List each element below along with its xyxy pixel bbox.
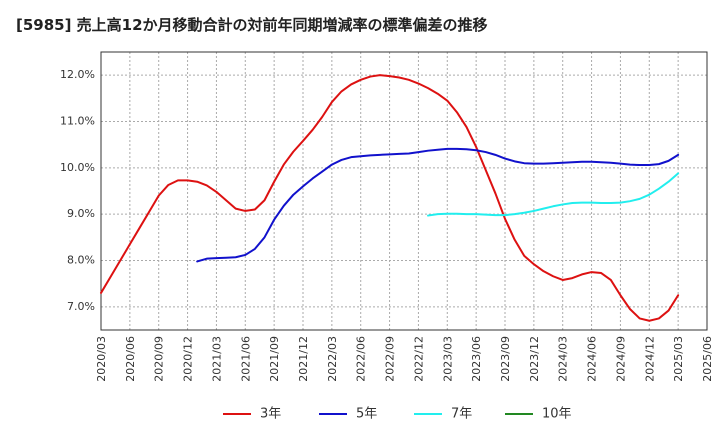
y-tick-label: 9.0% [67,207,95,220]
x-tick-label: 2020/06 [124,336,137,382]
chart-title: [5985] 売上高12か月移動合計の対前年同期増減率の標準偏差の推移 [16,16,488,34]
legend-label-2: 7年 [451,407,472,422]
y-tick-label: 10.0% [60,161,95,174]
x-tick-label: 2024/09 [614,336,627,382]
series-line-2 [427,172,680,217]
x-tick-label: 2021/06 [239,336,252,382]
x-tick-label: 2023/09 [499,336,512,382]
x-tick-label: 2023/06 [470,336,483,382]
y-tick-label: 7.0% [67,300,95,313]
x-tick-label: 2020/09 [153,336,166,382]
x-tick-label: 2022/12 [412,336,425,382]
legend-label-3: 10年 [542,407,572,422]
plot-area [101,52,707,330]
series-line-0 [100,74,680,322]
x-tick-label: 2020/12 [182,336,195,382]
x-tick-label: 2021/09 [268,336,281,382]
x-tick-label: 2022/09 [384,336,397,382]
y-tick-label: 12.0% [60,68,95,81]
x-tick-label: 2023/12 [528,336,541,382]
y-tick-label: 11.0% [60,115,95,128]
x-tick-label: 2025/03 [672,336,685,382]
x-tick-label: 2022/06 [355,336,368,382]
x-tick-label: 2025/06 [701,336,714,382]
x-tick-label: 2024/03 [557,336,570,382]
x-tick-label: 2024/06 [586,336,599,382]
series-line-1 [196,147,680,263]
x-tick-label: 2023/03 [441,336,454,382]
x-tick-label: 2024/12 [643,336,656,382]
x-tick-label: 2022/03 [326,336,339,382]
legend-label-0: 3年 [260,407,281,422]
plot-frame [100,51,708,331]
x-tick-label: 2021/03 [210,336,223,382]
legend-label-1: 5年 [356,407,377,422]
y-tick-label: 8.0% [67,254,95,267]
x-tick-label: 2020/03 [95,336,108,382]
x-tick-label: 2021/12 [297,336,310,382]
